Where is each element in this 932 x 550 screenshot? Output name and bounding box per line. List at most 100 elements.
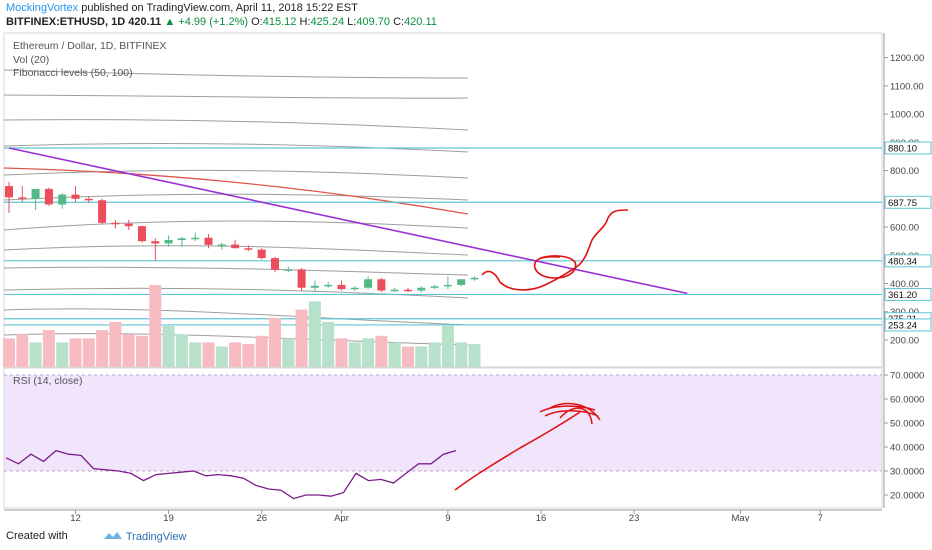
rsi-line (5, 449, 457, 500)
time-tick-label: 26 (256, 513, 267, 522)
high-value: 425.24 (310, 16, 345, 28)
volume-bar (295, 309, 308, 367)
candle-body (151, 241, 160, 244)
volume-bar (215, 346, 228, 367)
rsi-scribble-arrow (454, 411, 581, 491)
fibonacci-curve (3, 220, 469, 231)
candle-body (138, 226, 146, 242)
candle-body (297, 269, 306, 288)
candle-body (417, 287, 426, 291)
rsi-tick-label: 30.0000 (890, 467, 924, 478)
candle-body (204, 237, 213, 245)
created-with-label: Created with (6, 530, 68, 542)
rsi-tick-label: 50.0000 (890, 419, 924, 430)
price-level-tag-label: 687.75 (888, 198, 917, 209)
candle-body (404, 289, 412, 292)
candle-body (231, 244, 240, 249)
volume-bar (415, 346, 428, 367)
author-link[interactable]: MockingVortex (6, 2, 79, 14)
fibonacci-legend: Fibonacci levels (50, 100) (13, 67, 133, 79)
annotation-scribble-circle (533, 255, 577, 279)
tradingview-brand[interactable]: TradingView (103, 530, 186, 543)
candle-body (337, 284, 346, 290)
rsi-tick-label: 20.0000 (890, 491, 924, 502)
volume-bar (282, 338, 295, 367)
volume-bar (16, 334, 29, 367)
price-level-tag-label: 253.24 (888, 320, 917, 331)
footer: Created with TradingView (0, 522, 932, 550)
change-up-icon: ▲ (164, 16, 176, 28)
high-label: H: (299, 16, 311, 28)
rsi-tick-label: 70.0000 (890, 371, 924, 382)
price-pane (3, 32, 883, 368)
fibonacci-curve (3, 245, 469, 256)
candle-body (18, 197, 27, 199)
close-value: 420.11 (404, 16, 437, 28)
volume-bar (362, 338, 375, 367)
fibonacci-curve (3, 308, 469, 326)
price-level-tag (884, 141, 932, 155)
volume-bar (3, 338, 15, 367)
price-level-tag-label: 880.10 (888, 143, 917, 154)
candle-body (84, 198, 93, 201)
volume-bar (29, 342, 42, 367)
volume-bar (162, 326, 175, 367)
candle-body (350, 287, 359, 290)
price-level-tag-label: 361.20 (888, 290, 917, 301)
rsi-legend: RSI (14, close) (13, 375, 83, 387)
publish-info: published on TradingView.com, April 11, … (81, 2, 358, 14)
time-tick-label: Apr (334, 513, 349, 522)
rsi-band (4, 375, 882, 471)
volume-bar (149, 285, 162, 367)
fibonacci-curve (3, 143, 469, 153)
ohlc-line: BITFINEX:ETHUSD, 1D 420.11 ▲ +4.99 (+1.2… (6, 16, 437, 28)
last-price: 420.11 (128, 16, 162, 28)
price-level-tag-label: 480.34 (888, 256, 917, 267)
volume-bar (468, 344, 481, 367)
open-value: 415.12 (262, 16, 297, 28)
volume-bar (402, 346, 414, 367)
low-label: L: (347, 16, 357, 28)
candle-body (443, 284, 452, 287)
price-level-tag (884, 195, 932, 209)
candle-body (257, 249, 266, 259)
volume-bar (189, 342, 202, 367)
fibonacci-curve (3, 94, 469, 99)
volume-bar (122, 334, 135, 367)
candle-body (58, 194, 67, 205)
candle-body (44, 188, 53, 205)
price-chart[interactable]: 200.00300.00400.00500.00600.00700.00800.… (0, 0, 932, 522)
volume-bar (269, 317, 281, 367)
price-level-tag (884, 287, 932, 301)
fibonacci-curve (3, 69, 469, 79)
price-tick-label: 1100.00 (890, 81, 924, 92)
candle-body (430, 286, 439, 288)
price-tick-label: 1000.00 (890, 110, 924, 121)
price-tick-label: 200.00 (890, 335, 919, 346)
candle-body (271, 258, 279, 270)
volume-bar (308, 301, 321, 367)
volume-bar (136, 335, 148, 367)
rsi-pane (3, 367, 883, 509)
candle-body (470, 277, 479, 280)
volume-bar (96, 330, 109, 367)
price-level-tag (884, 318, 932, 332)
volume-bar (229, 342, 242, 367)
price-change: +4.99 (+1.2%) (178, 16, 249, 28)
candle-body (177, 238, 186, 241)
volume-bar (242, 344, 255, 367)
open-label: O: (251, 16, 263, 28)
price-level-tag (884, 254, 932, 268)
volume-bar (109, 321, 122, 367)
candle-body (124, 223, 133, 227)
rsi-tick-label: 40.0000 (890, 443, 924, 454)
close-label: C: (393, 16, 405, 28)
price-tick-label: 600.00 (890, 223, 919, 234)
volume-bar (335, 338, 348, 367)
fibonacci-curve (3, 287, 469, 299)
symbol-label: BITFINEX:ETHUSD, 1D (6, 16, 126, 28)
candle-body (310, 285, 319, 288)
volume-bar (202, 342, 215, 367)
rsi-tick-label: 60.0000 (890, 395, 924, 406)
candle-body (457, 279, 466, 285)
